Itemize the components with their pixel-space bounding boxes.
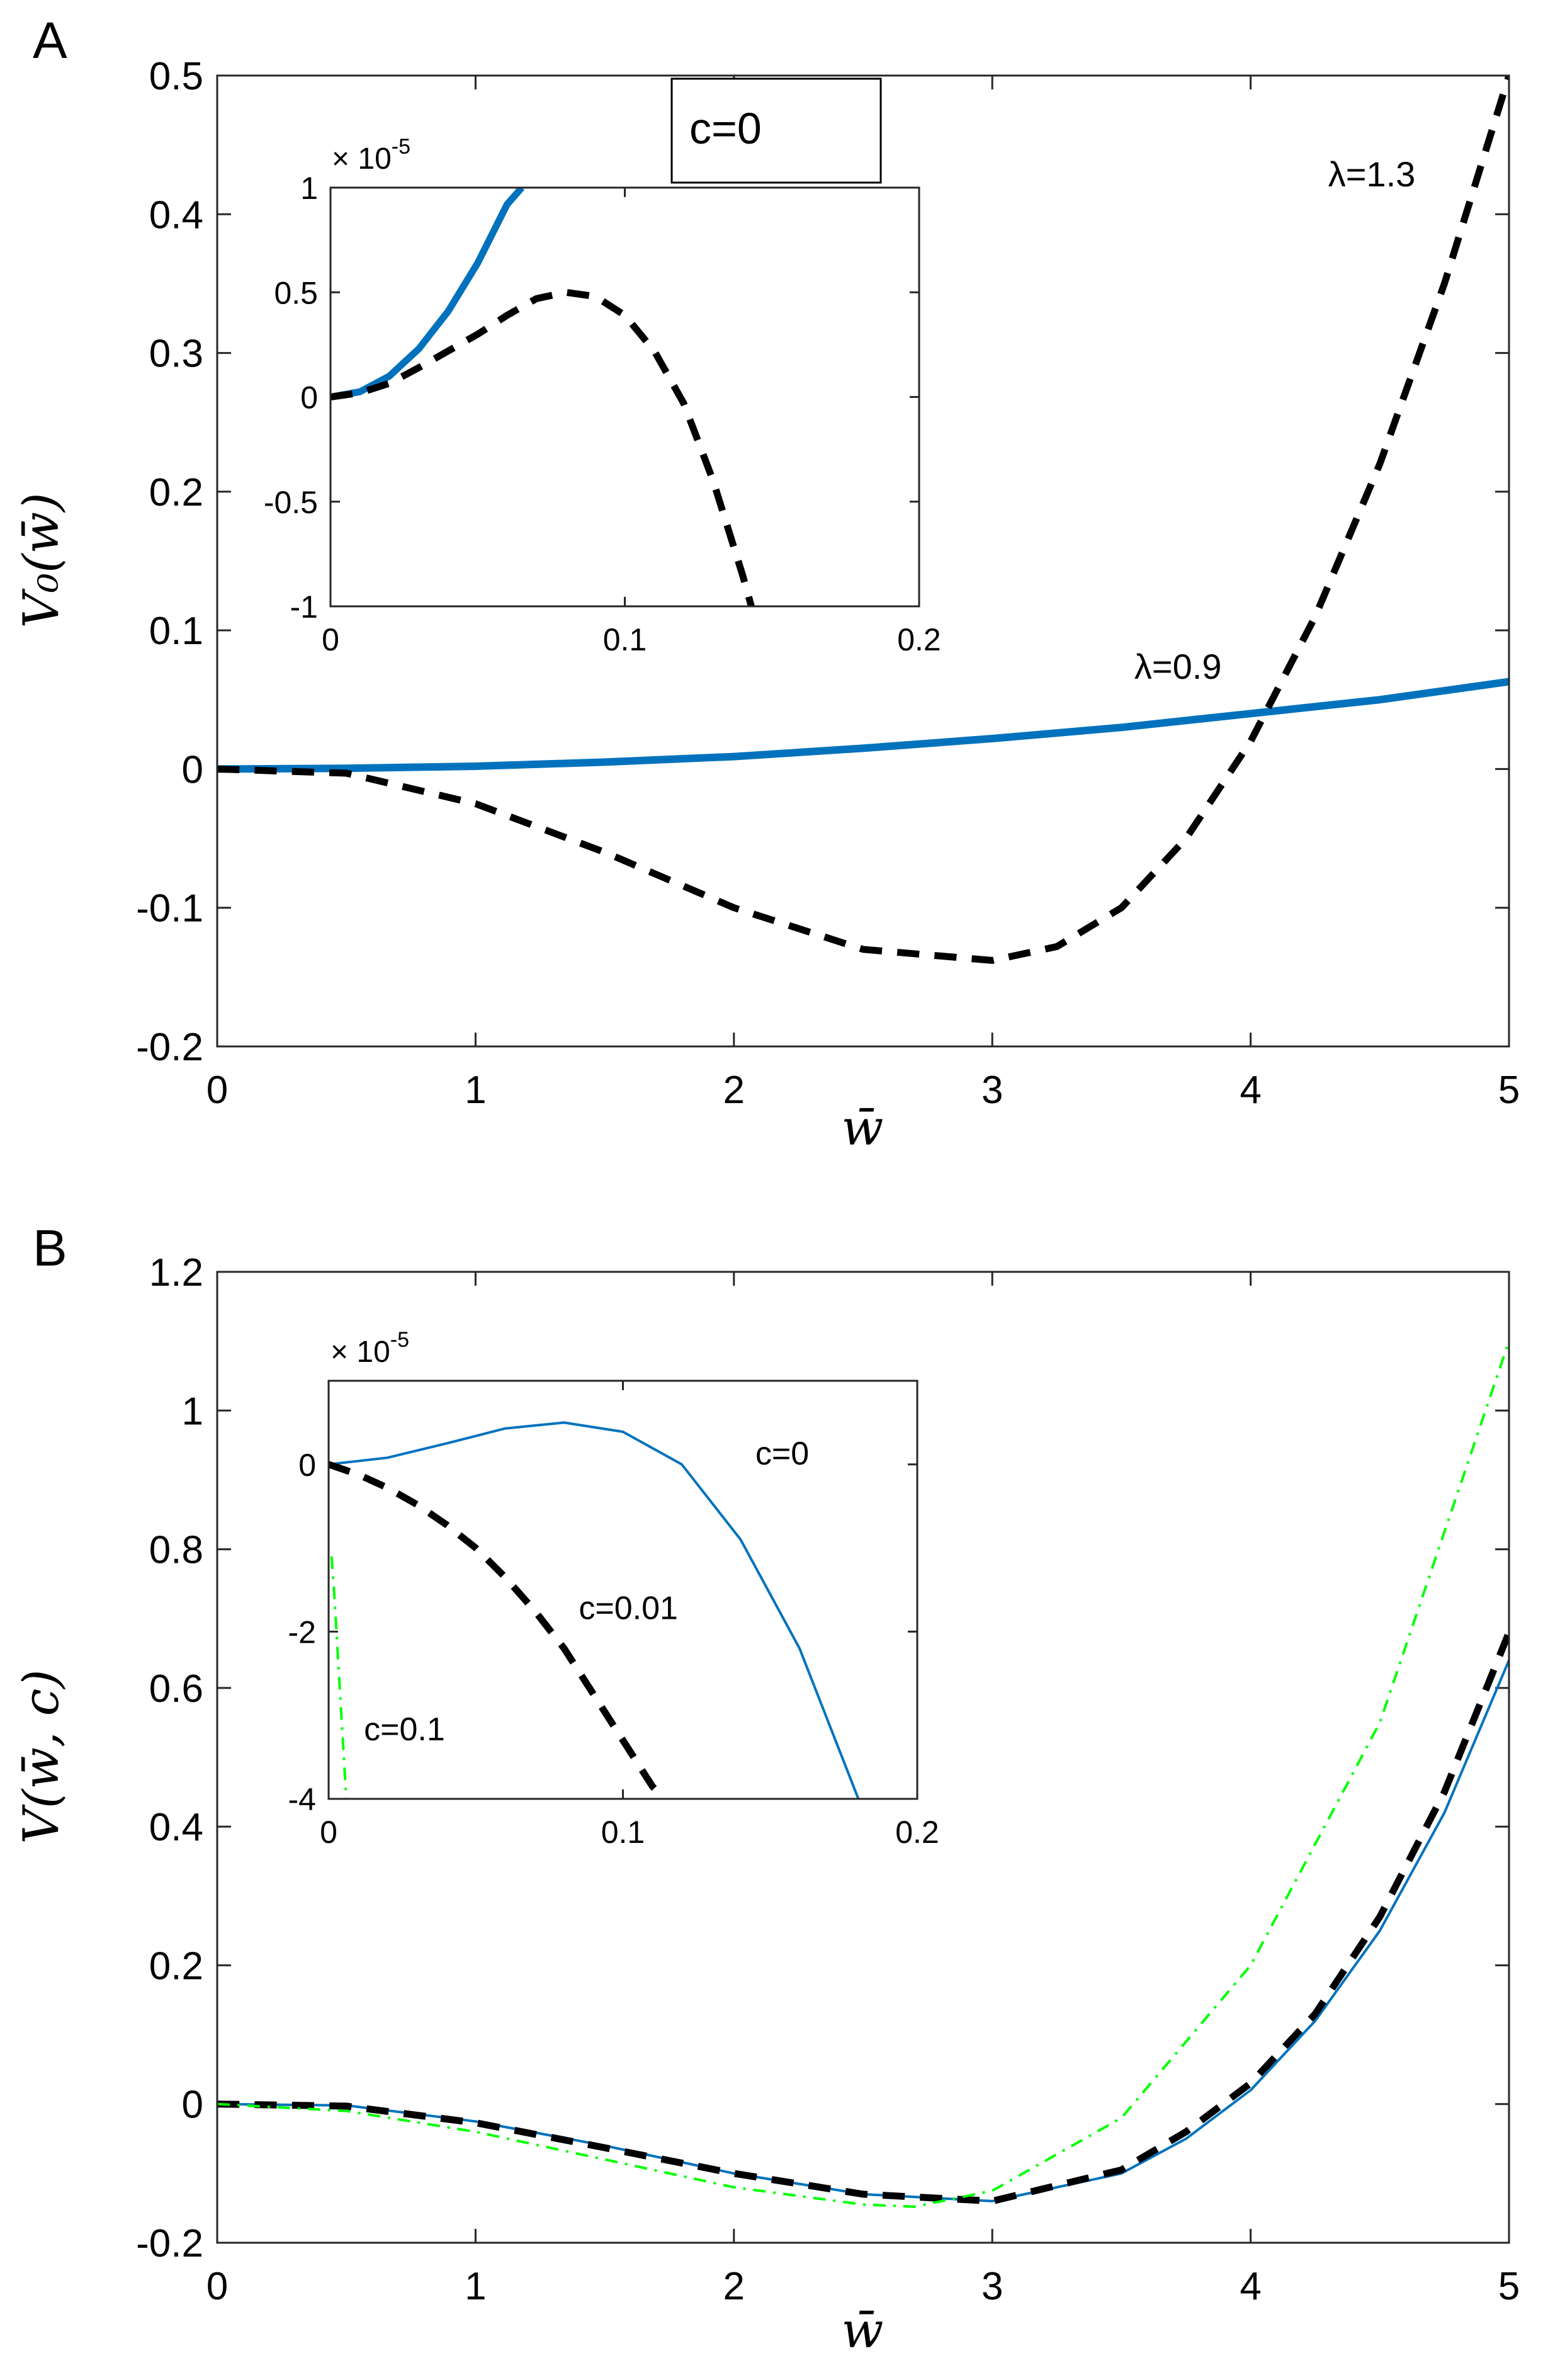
panel-a-inset-background — [331, 188, 919, 606]
y-tick-label: 0 — [300, 380, 318, 416]
panel-a-annotation-lambda-1.3: λ=1.3 — [1328, 154, 1416, 194]
y-tick-label: 0 — [182, 748, 203, 791]
panel-a-inset-frame — [329, 186, 920, 608]
y-tick-label: -0.5 — [264, 485, 318, 520]
series-line-λ=0.9 — [331, 188, 525, 400]
panel-a-legend-text: c=0 — [689, 104, 762, 153]
y-tick-label: -4 — [288, 1782, 316, 1817]
y-tick-label: 1 — [182, 1390, 203, 1433]
panel-a-inset-tick-labels: 0 0.1 0.2 -1 -0.5 0 0.5 1 — [264, 171, 941, 657]
y-tick-label: -0.1 — [136, 887, 203, 931]
y-tick-label: 0 — [298, 1448, 316, 1483]
y-tick-label: -1 — [290, 589, 318, 625]
panel-a: A 0 1 2 3 4 5 -0.2 -0.1 0 0.1 0.2 0.3 0.4 0.5 w̄ V₀(w… — [13, 12, 1520, 1157]
y-tick-label: 0.6 — [149, 1667, 203, 1711]
y-tick-label: -0.2 — [136, 1026, 203, 1069]
x-tick-label: 5 — [1498, 1068, 1520, 1112]
panel-b-inset-frame — [327, 1380, 918, 1800]
panel-a-annotation-lambda-0.9: λ=0.9 — [1134, 647, 1222, 686]
y-tick-label: -2 — [288, 1614, 316, 1650]
x-tick-label: 2 — [723, 2265, 745, 2308]
x-tick-label: 0 — [320, 1815, 337, 1850]
y-tick-label: 0.8 — [149, 1529, 203, 1572]
panel-b: B 0 1 2 3 4 5-0.200.20.40.60.811.2 w̄ V(w̄, c… — [13, 1220, 1520, 2359]
panel-a-xlabel: w̄ — [842, 1100, 884, 1157]
panel-a-ylabel: V₀(w̄) — [13, 492, 70, 628]
panel-b-ylabel: V(w̄, c) — [13, 1669, 70, 1844]
series-line-c=0.01 — [329, 1461, 667, 1799]
series-line-c=0.1 — [217, 1340, 1509, 2208]
series-line-λ=1.3 — [217, 76, 1509, 964]
panel-b-inset-background — [329, 1381, 917, 1799]
x-tick-label: 0.1 — [601, 1815, 645, 1850]
x-tick-label: 3 — [981, 1068, 1003, 1112]
x-tick-label: 3 — [981, 2265, 1003, 2308]
x-tick-label: 0 — [322, 622, 339, 657]
x-tick-label: 1 — [465, 2265, 486, 2308]
y-tick-label: 0.2 — [149, 1944, 203, 1988]
panel-b-tick-labels: 0 1 2 3 4 5-0.200.20.40.60.811.2 — [136, 1251, 1520, 2308]
panel-b-inset: 0 0.1 0.2 -4 -2 0 × 10-5 c=0 c=0.01 c=0.1 — [288, 1328, 939, 1850]
y-tick-label: 0.5 — [274, 275, 318, 310]
series-line-c=0.01 — [217, 1631, 1509, 2205]
x-tick-label: 0 — [206, 2265, 228, 2308]
panel-b-inset-series — [329, 1421, 860, 1799]
panel-b-inset-annotation-c0.01: c=0.01 — [579, 1590, 678, 1626]
panel-a-tick-labels: 0 1 2 3 4 5 -0.2 -0.1 0 0.1 0.2 0.3 0.4 0.5 — [136, 55, 1520, 1112]
x-tick-label: 4 — [1240, 1068, 1261, 1112]
panel-b-inset-annotation-c0.1: c=0.1 — [364, 1711, 445, 1748]
panel-b-inset-annotation-c0: c=0 — [755, 1436, 809, 1472]
panel-b-inset-tick-labels: 0 0.1 0.2 -4 -2 0 — [288, 1448, 939, 1850]
x-tick-label: 2 — [723, 1068, 745, 1112]
series-line-c=0.1 — [330, 1556, 348, 1799]
panel-a-letter: A — [33, 12, 67, 69]
y-tick-label: 0.4 — [149, 193, 203, 237]
x-tick-label: 0.1 — [603, 622, 647, 657]
x-tick-label: 1 — [465, 1068, 486, 1112]
y-tick-label: 1 — [300, 171, 318, 206]
x-tick-label: 4 — [1240, 2265, 1261, 2308]
panel-b-frame — [216, 1271, 1510, 2244]
panel-b-series — [217, 1340, 1509, 2208]
y-tick-label: 0.5 — [149, 55, 203, 98]
x-tick-label: 0 — [206, 1068, 228, 1112]
panel-a-legend-box: c=0 — [670, 77, 882, 184]
panel-a-frame — [216, 74, 1510, 1048]
series-line-λ=0.9 — [217, 677, 1509, 773]
panel-b-inset-exponent: × 10-5 — [331, 1328, 409, 1369]
panel-a-series — [217, 76, 1509, 964]
panel-a-inset: 0 0.1 0.2 -1 -0.5 0 0.5 1 × 10-5 — [264, 135, 941, 657]
x-tick-label: 5 — [1498, 2265, 1520, 2308]
series-line-λ=1.3 — [331, 288, 755, 606]
panel-b-letter: B — [33, 1220, 67, 1277]
y-tick-label: 0.4 — [149, 1806, 203, 1849]
series-line-c=0 — [329, 1421, 860, 1799]
y-tick-label: 0 — [182, 2083, 203, 2127]
y-tick-label: 0.3 — [149, 332, 203, 376]
panel-a-inset-exponent: × 10-5 — [332, 135, 410, 176]
x-tick-label: 0.2 — [895, 1815, 939, 1850]
x-tick-label: 0.2 — [897, 622, 941, 657]
y-tick-label: 0.1 — [149, 609, 203, 653]
y-tick-label: -0.2 — [136, 2222, 203, 2265]
y-tick-label: 1.2 — [149, 1251, 203, 1295]
panel-b-xlabel: w̄ — [842, 2303, 884, 2359]
panel-a-inset-series — [331, 188, 755, 606]
y-tick-label: 0.2 — [149, 471, 203, 514]
